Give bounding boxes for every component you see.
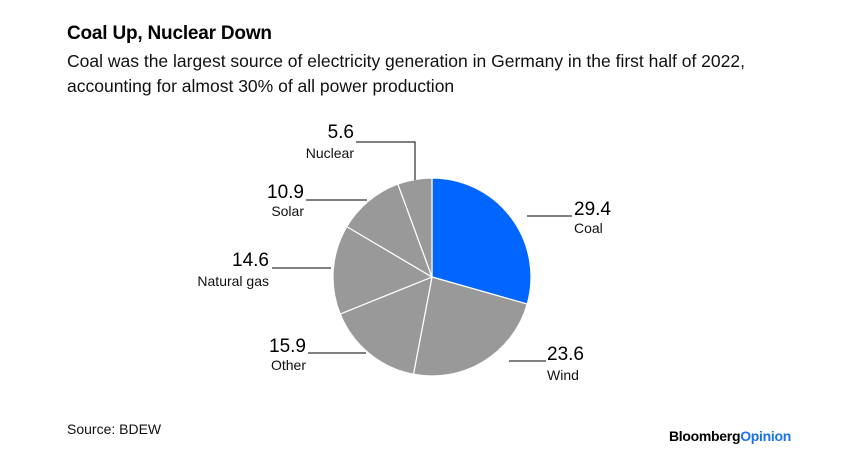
category-label-coal: Coal bbox=[574, 220, 603, 236]
source-note: Source: BDEW bbox=[67, 421, 162, 437]
brand-suffix: Opinion bbox=[740, 428, 791, 444]
category-label-nuclear: Nuclear bbox=[306, 145, 355, 161]
category-label-other: Other bbox=[271, 357, 306, 373]
pie-slice-natural-gas bbox=[332, 225, 434, 315]
value-label-coal: 29.4 bbox=[574, 199, 611, 220]
category-label-natural-gas: Natural gas bbox=[197, 273, 269, 289]
value-label-solar: 10.9 bbox=[267, 182, 304, 203]
brand-logo: BloombergOpinion bbox=[669, 428, 791, 444]
chart-title: Coal Up, Nuclear Down bbox=[67, 23, 272, 44]
value-label-nuclear: 5.6 bbox=[328, 122, 354, 143]
pie-slice-solar bbox=[345, 183, 434, 279]
category-label-wind: Wind bbox=[547, 367, 579, 383]
value-label-other: 15.9 bbox=[269, 336, 306, 357]
value-label-natural-gas: 14.6 bbox=[232, 250, 269, 271]
pie-slice-wind bbox=[412, 276, 528, 377]
category-label-solar: Solar bbox=[271, 203, 304, 219]
value-label-wind: 23.6 bbox=[547, 344, 584, 365]
pie-slice-other bbox=[339, 276, 433, 375]
chart-subtitle: Coal was the largest source of electrici… bbox=[67, 51, 745, 96]
brand-name: Bloomberg bbox=[669, 428, 741, 444]
pie-slice-coal bbox=[431, 177, 532, 305]
leader-line-nuclear bbox=[356, 141, 416, 180]
